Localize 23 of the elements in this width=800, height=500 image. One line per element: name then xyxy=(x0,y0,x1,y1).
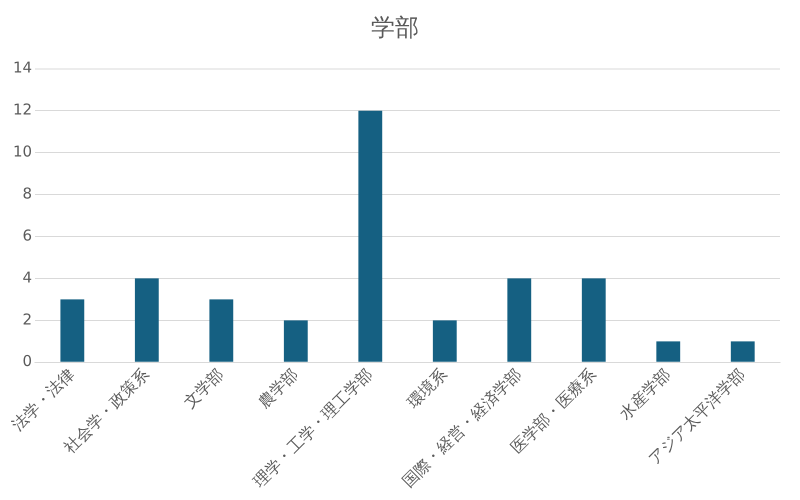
bar xyxy=(656,341,680,362)
bar xyxy=(60,299,84,362)
bar xyxy=(358,110,382,362)
y-tick-label: 6 xyxy=(22,226,32,244)
bar xyxy=(134,278,159,362)
x-tick-label: 文学部 xyxy=(180,364,228,412)
y-tick-label: 2 xyxy=(22,310,32,328)
y-tick-label: 14 xyxy=(12,58,32,77)
x-tick-label: 農学部 xyxy=(254,364,302,412)
x-tick-label: 環境系 xyxy=(403,364,451,412)
bar xyxy=(730,341,755,362)
y-tick-label: 8 xyxy=(22,184,32,202)
y-tick-label: 0 xyxy=(22,352,32,370)
bar xyxy=(432,320,457,362)
y-tick-label: 4 xyxy=(22,268,32,286)
x-tick-label: 水産学部 xyxy=(615,364,674,424)
bar xyxy=(507,278,532,362)
chart-title: 学部 xyxy=(371,14,419,42)
bar xyxy=(582,278,606,362)
y-tick-label: 12 xyxy=(12,100,32,119)
bar xyxy=(284,320,308,362)
bar xyxy=(209,299,234,362)
y-tick-label: 10 xyxy=(12,142,32,161)
